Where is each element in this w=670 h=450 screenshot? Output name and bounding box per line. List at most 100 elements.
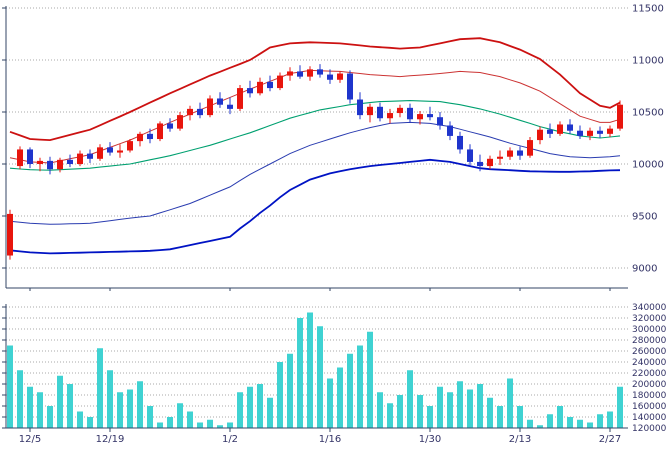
volume-bar: [87, 417, 93, 428]
band-upper2: [9, 37, 621, 142]
volume-layer: [7, 312, 623, 428]
volume-bar: [197, 422, 203, 428]
candle-body: [207, 98, 213, 116]
volume-bar: [347, 353, 353, 428]
volume-bar: [267, 397, 273, 428]
volume-bar: [177, 403, 183, 428]
candle-body: [457, 135, 463, 150]
volume-axis-label: 260000: [632, 347, 667, 357]
candle-body: [167, 123, 173, 129]
candle-body: [257, 81, 263, 94]
volume-bar: [247, 386, 253, 428]
volume-bar: [557, 406, 563, 428]
volume-bar: [597, 414, 603, 428]
volume-bar: [547, 414, 553, 428]
candle-body: [27, 149, 33, 164]
volume-bar: [467, 389, 473, 428]
candle-body: [387, 113, 393, 119]
price-axis-label: 11500: [632, 4, 664, 15]
volume-bar: [147, 406, 153, 428]
price-axis-label: 9500: [632, 212, 657, 223]
candle-body: [147, 133, 153, 140]
candle-body: [127, 141, 133, 151]
candle-body: [537, 129, 543, 141]
candle-body: [197, 108, 203, 116]
price-axis-label: 10500: [632, 108, 664, 119]
volume-bar: [277, 362, 283, 428]
date-axis-label: 12/5: [19, 434, 41, 445]
candle-body: [77, 153, 83, 164]
volume-axis-label: 280000: [632, 336, 667, 346]
volume-bar: [537, 425, 543, 428]
volume-bar: [217, 425, 223, 428]
volume-bar: [227, 422, 233, 428]
candle-body: [407, 107, 413, 120]
volume-bar: [447, 392, 453, 428]
volume-bar: [427, 406, 433, 428]
candle-body: [557, 124, 563, 134]
candle-body: [597, 130, 603, 134]
volume-bar: [157, 422, 163, 428]
candle-body: [47, 160, 53, 170]
candle-body: [67, 159, 73, 164]
volume-bar: [17, 370, 23, 428]
candle-body: [567, 124, 573, 131]
candle-body: [277, 75, 283, 89]
candle-body: [297, 71, 303, 77]
candle-body: [487, 158, 493, 167]
volume-bar: [27, 386, 33, 428]
volume-bar: [417, 395, 423, 428]
volume-axis-label: 340000: [632, 303, 667, 313]
candle-body: [327, 74, 333, 80]
volume-bar: [357, 345, 363, 428]
candle-body: [527, 140, 533, 156]
volume-bar: [167, 417, 173, 428]
candle-body: [97, 147, 103, 159]
volume-bar: [507, 378, 513, 428]
candle-body: [287, 71, 293, 76]
candle-body: [617, 104, 623, 129]
candle-body: [357, 99, 363, 116]
volume-bar: [477, 384, 483, 428]
volume-bar: [187, 411, 193, 428]
price-axis-label: 9000: [632, 264, 657, 275]
volume-bar: [337, 367, 343, 428]
candle-body: [587, 130, 593, 136]
candle-body: [137, 133, 143, 142]
candle-body: [237, 88, 243, 109]
volume-axis-label: 140000: [632, 413, 667, 423]
candle-body: [217, 98, 223, 105]
date-axis-label: 2/27: [599, 434, 621, 445]
candle-body: [187, 108, 193, 116]
candle-body: [467, 149, 473, 162]
candle-body: [577, 130, 583, 136]
candle-body: [7, 213, 13, 256]
candle-body: [347, 73, 353, 100]
candle-body: [87, 153, 93, 159]
price-axis-label: 10000: [632, 160, 664, 171]
candle-body: [477, 161, 483, 167]
volume-axis-label: 300000: [632, 325, 667, 335]
volume-bar: [237, 392, 243, 428]
date-axis-label: 12/19: [96, 434, 125, 445]
candle-body: [37, 160, 43, 164]
date-axis-label: 1/2: [222, 434, 238, 445]
volume-axis-label: 200000: [632, 380, 667, 390]
candle-body: [547, 129, 553, 134]
candle-body: [607, 128, 613, 134]
volume-bar: [77, 411, 83, 428]
volume-bar: [107, 370, 113, 428]
candle-body: [367, 106, 373, 116]
axis-labels-layer: 9000 9500 10000 10500 11000 11500 120000140000…: [19, 4, 667, 446]
volume-axis-label: 220000: [632, 369, 667, 379]
volume-bar: [127, 389, 133, 428]
volume-bar: [317, 326, 323, 428]
volume-bar: [407, 370, 413, 428]
date-axis-label: 2/13: [509, 434, 531, 445]
candle-body: [427, 114, 433, 118]
volume-bar: [527, 419, 533, 428]
volume-bar: [57, 375, 63, 428]
volume-bar: [37, 392, 43, 428]
bollinger-bands-layer: [9, 37, 621, 255]
